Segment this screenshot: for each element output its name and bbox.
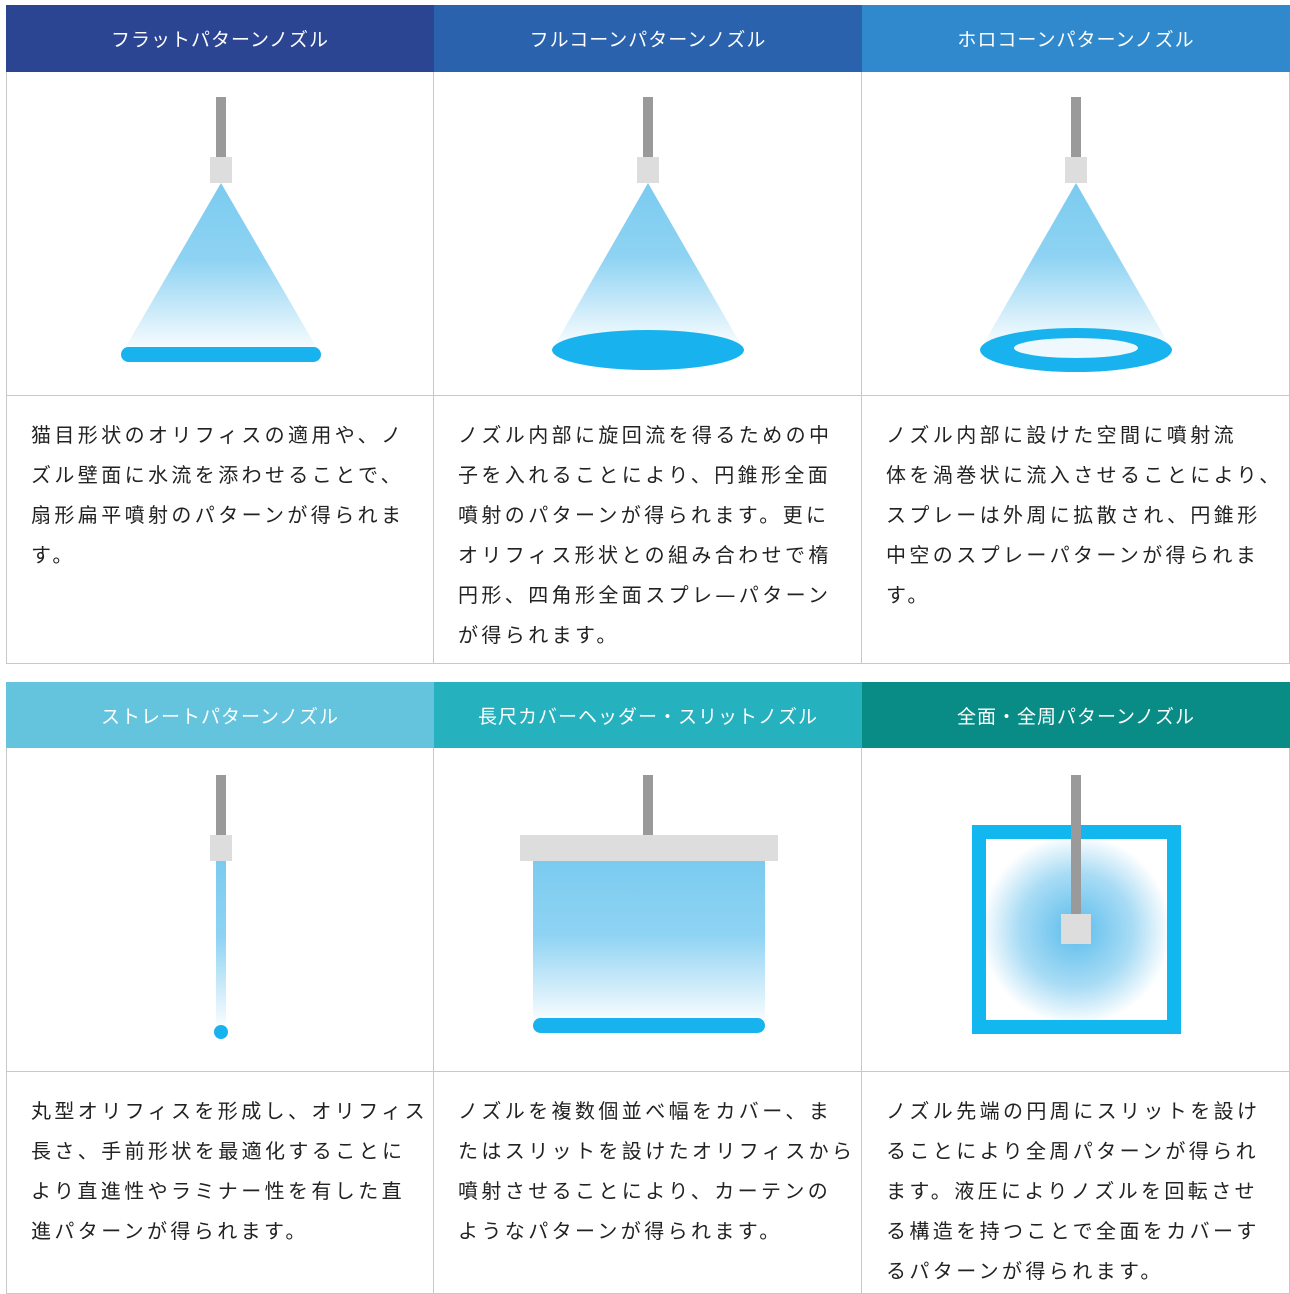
text-line: 丸型オリフィスを形成し、オリフィス (31, 1099, 428, 1123)
text-line: す。 (31, 543, 76, 567)
header: 全面・全周パターンノズル (862, 682, 1290, 748)
description: 丸型オリフィスを形成し、オリフィス 長さ、手前形状を最適化することに より直進性やラ… (6, 1072, 434, 1294)
text-line: 進パターンが得られます。 (31, 1219, 309, 1243)
text-line: るパターンが得られます。 (886, 1259, 1164, 1283)
illustration (6, 748, 434, 1072)
text-line: 猫目形状のオリフィスの適用や、ノ (31, 423, 405, 447)
text-line: る構造を持つことで全面をカバーす (886, 1219, 1260, 1243)
text-line: す。 (886, 583, 931, 607)
table: ストレートパターンノズル 長尺カバーヘッダー・スリットノズル 全面・全周パターン… (6, 682, 1290, 1294)
text-line: ノズル内部に旋回流を得るための中 (458, 423, 833, 447)
text-line: オリフィス形状との組み合わせで楕 (458, 543, 832, 567)
description: 猫目形状のオリフィスの適用や、ノ ズル壁面に水流を添わせることで、 扇形扁平噴射のパ… (6, 396, 434, 664)
text-line: 円形、四角形全面スプレ—パターン (458, 583, 832, 607)
header: 長尺カバーヘッダー・スリットノズル (434, 682, 862, 748)
text-line: 中空のスプレーパターンが得られま (886, 543, 1260, 567)
text-line: スプレーは外周に拡散され、円錐形 (886, 503, 1261, 527)
header: フラットパターンノズル (6, 5, 434, 72)
text-line: 噴射のパターンが得られます。更に (458, 503, 830, 527)
illustration (6, 72, 434, 396)
text-line: 体を渦巻状に流入させることにより、 (886, 463, 1283, 487)
text-line: 子を入れることにより、円錐形全面 (458, 463, 832, 487)
illustration (434, 748, 862, 1072)
illustration (862, 748, 1290, 1072)
illustration (862, 72, 1290, 396)
header: フルコーンパターンノズル (434, 5, 862, 72)
text-line: ノズル先端の円周にスリットを設け (886, 1099, 1261, 1123)
text-line: 扇形扁平噴射のパターンが得られま (31, 503, 405, 527)
table: フラットパターンノズル フルコーンパターンノズル ホロコーンパターンノズル 猫目… (6, 5, 1290, 664)
text-line: ようなパターンが得られます。 (458, 1219, 783, 1243)
header: ホロコーンパターンノズル (862, 5, 1290, 72)
text-line: ることにより全周パターンが得られ (886, 1139, 1259, 1163)
text-line: より直進性やラミナー性を有した直 (31, 1179, 405, 1203)
text-line: ノズルを複数個並べ幅をカバー、ま (458, 1099, 833, 1123)
description: ノズル内部に設けた空間に噴射流体を渦巻状に流入させることにより、 スプレーは外周に… (862, 396, 1290, 664)
text-line: ノズル内部に設けた空間に噴射流 (886, 423, 1237, 447)
description: ノズルを複数個並べ幅をカバー、ま たはスリットを設けたオリフィスから 噴射させること… (434, 1072, 862, 1294)
text-line: が得られます。 (458, 623, 620, 647)
text-line: ズル壁面に水流を添わせることで、 (31, 463, 404, 487)
text-line: 噴射させることにより、カーテンの (458, 1179, 832, 1203)
text-line: たはスリットを設けたオリフィスから (458, 1139, 856, 1163)
text-line: 長さ、手前形状を最適化することに (31, 1139, 406, 1163)
header: ストレートパターンノズル (6, 682, 434, 748)
description: ノズル先端の円周にスリットを設け ることにより全周パターンが得られ ます。液圧により… (862, 1072, 1290, 1294)
description: ノズル内部に旋回流を得るための中 子を入れることにより、円錐形全面 噴射のパターンが… (434, 396, 862, 664)
illustration (434, 72, 862, 396)
text-line: ます。液圧によりノズルを回転させ (886, 1179, 1258, 1203)
